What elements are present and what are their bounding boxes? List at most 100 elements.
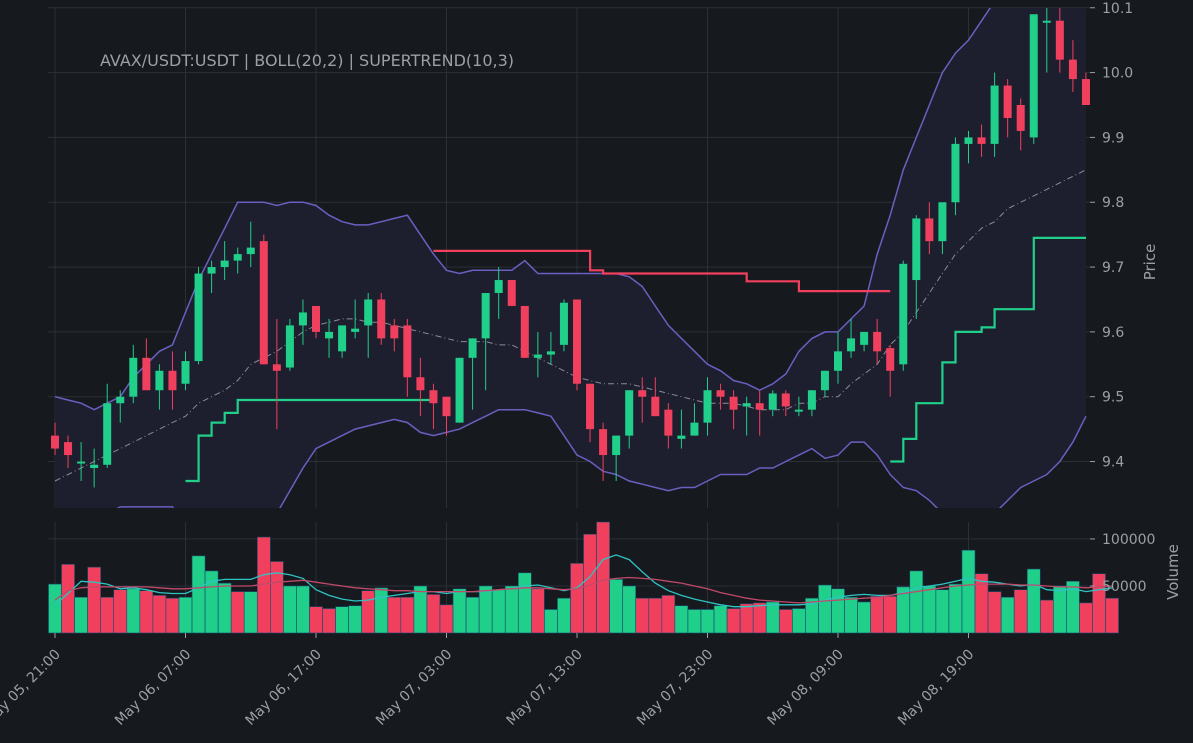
volume-bar	[792, 608, 806, 634]
candle-body	[181, 361, 190, 384]
volume-bar	[687, 609, 702, 634]
volume-bar	[61, 564, 75, 634]
volume-bar	[230, 591, 245, 634]
candle-body	[847, 338, 856, 352]
volume-bar	[348, 605, 362, 634]
candle	[155, 364, 164, 410]
candle	[442, 396, 451, 436]
candle-body	[246, 247, 255, 255]
candle-body	[325, 331, 334, 339]
candle	[546, 331, 555, 365]
candle-body	[403, 325, 412, 378]
candles	[51, 8, 1090, 488]
candle-body	[233, 254, 242, 261]
volume-bar	[570, 563, 584, 634]
volume-axis-label: Volume	[1164, 544, 1182, 600]
candle-body	[794, 409, 803, 412]
candle	[873, 318, 882, 365]
candle	[820, 370, 829, 397]
candle-body	[690, 422, 699, 436]
volume-bar	[752, 602, 767, 634]
candle-body	[520, 305, 529, 358]
candle-body	[129, 357, 138, 397]
supertrend-down-line	[433, 249, 891, 293]
volume-bar	[557, 597, 571, 634]
volume-bar	[922, 585, 937, 634]
volume-bar	[778, 609, 793, 634]
candle	[520, 305, 529, 358]
candle-body	[873, 331, 882, 352]
candle-body	[559, 302, 568, 345]
volume-bar	[452, 588, 467, 634]
candle-body	[1016, 105, 1025, 131]
volume-bar	[426, 594, 441, 634]
volume-bar	[909, 570, 924, 634]
candle-body	[886, 348, 895, 371]
candle	[847, 318, 856, 358]
candle	[899, 260, 908, 371]
candle	[377, 292, 386, 345]
candle	[912, 215, 921, 319]
candle-body	[481, 292, 490, 339]
candle	[807, 390, 816, 417]
bollinger-upper-line	[54, 8, 992, 411]
volume-bar	[622, 585, 637, 634]
candle	[312, 305, 320, 339]
candle	[1055, 8, 1064, 73]
candle-body	[51, 435, 59, 449]
candle	[729, 390, 738, 430]
candle	[259, 234, 268, 365]
volume-ma-long-line	[54, 576, 1113, 604]
candle	[285, 318, 294, 371]
candle-body	[220, 260, 229, 268]
supertrend-up-line	[185, 398, 434, 483]
volume-bar	[935, 589, 950, 634]
chart-title: AVAX/USDT:USDT | BOLL(20,2) | SUPERTREND…	[100, 51, 514, 70]
candle-body	[207, 267, 216, 274]
price-tick-label: 9.4	[1102, 455, 1124, 471]
candle	[142, 338, 151, 391]
candle	[1029, 14, 1038, 144]
candle-body	[155, 370, 164, 391]
candle-body	[612, 435, 621, 456]
candle-body	[168, 370, 177, 391]
candle	[559, 299, 568, 352]
candle	[1068, 40, 1077, 93]
candle	[390, 318, 399, 352]
volume-bar	[1079, 602, 1093, 634]
candle-body	[455, 357, 464, 423]
candle	[64, 435, 73, 469]
candle	[325, 318, 334, 358]
candle	[455, 357, 464, 423]
candle-body	[546, 351, 555, 355]
candle	[116, 390, 125, 423]
candle-body	[1003, 85, 1012, 118]
candle	[625, 390, 634, 449]
volume-bar	[113, 589, 128, 634]
volume-bar	[818, 584, 832, 634]
candle	[638, 377, 647, 423]
candle	[1081, 72, 1090, 106]
bollinger-lower-line	[116, 408, 1087, 508]
candle	[703, 377, 712, 436]
candle-body	[742, 403, 751, 407]
candle-body	[781, 393, 790, 407]
candle-body	[312, 305, 320, 332]
volume-bar	[309, 606, 323, 634]
volume-bar	[152, 595, 167, 634]
candle-body	[1029, 14, 1038, 138]
candle-body	[860, 331, 869, 345]
candle-body	[77, 461, 86, 464]
candle	[220, 241, 229, 281]
candle	[507, 280, 516, 306]
volume-bar	[478, 585, 493, 634]
candle-body	[664, 409, 673, 436]
volume-bar	[726, 608, 741, 634]
volume-bar	[178, 596, 193, 634]
candle	[612, 435, 621, 481]
candle-body	[755, 403, 764, 410]
candle-body	[1068, 59, 1077, 80]
candle	[403, 318, 412, 397]
candle	[468, 338, 477, 410]
candle	[1003, 79, 1012, 138]
